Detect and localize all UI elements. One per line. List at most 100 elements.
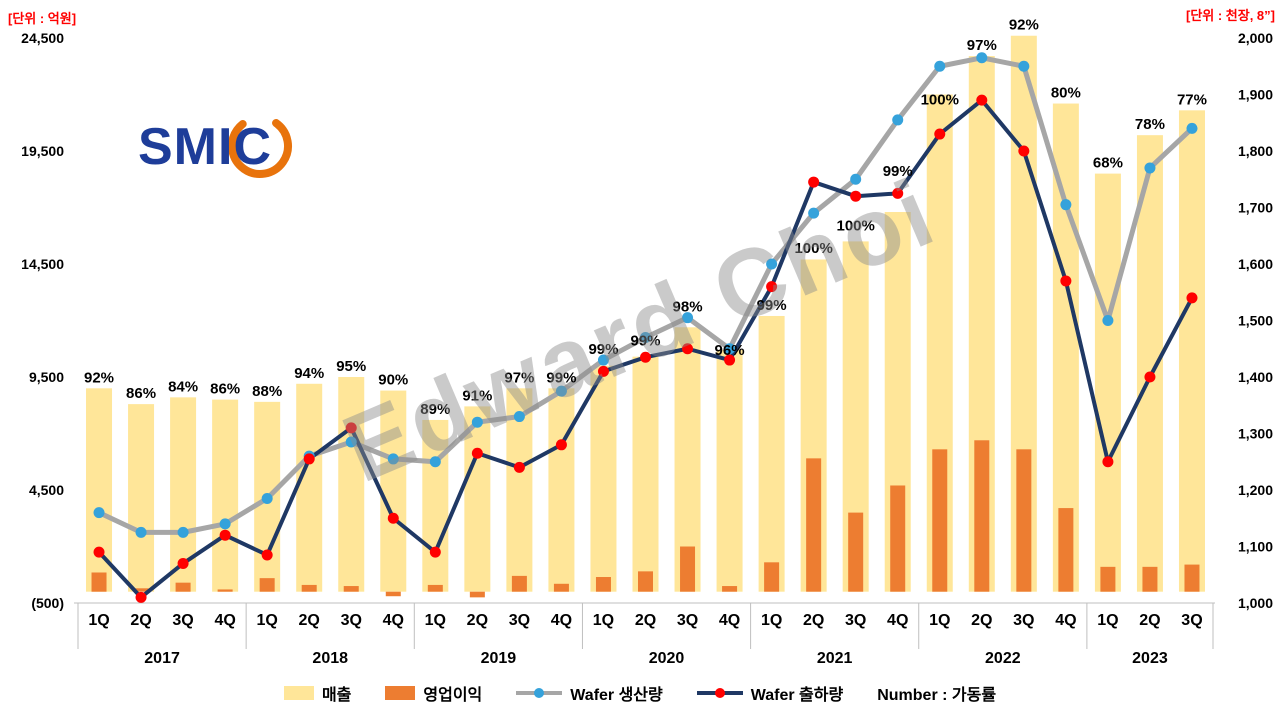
shipment-swatch-icon [696,687,743,699]
operating-profit-bar [511,575,527,592]
revenue-bar [548,388,575,592]
operating-profit-bar [91,572,107,592]
production-point [1186,122,1198,134]
quarter-label: 1Q [593,612,614,629]
legend-item-shipment: Wafer 출하량 [696,681,843,705]
production-swatch-icon [516,687,563,699]
right-axis-unit-label: [단위 : 천장, 8”] [1185,8,1275,23]
revenue-bar [758,315,785,592]
quarter-label: 1Q [761,612,782,629]
utilization-label: 99% [546,369,576,386]
utilization-label: 88% [252,383,282,400]
operating-profit-bar [427,584,443,592]
operating-profit-bar [175,582,191,592]
year-label: 2019 [481,650,517,667]
utilization-label: 77% [1177,91,1207,108]
utilization-label: 99% [630,332,660,349]
revenue-bar [212,399,239,592]
operating-profit-bar [680,546,696,592]
left-axis-tick: 14,500 [21,256,64,272]
chart-legend: 매출 영업이익 Wafer 생산량 Wafer 출하량 Number : 가동률 [0,681,1280,705]
revenue-bar [632,356,659,592]
production-point [1018,60,1030,72]
operating-profit-bar [301,584,317,592]
quarter-label: 1Q [929,612,950,629]
production-point [850,173,862,185]
shipment-point [1144,371,1156,383]
quarter-label: 2Q [130,612,151,629]
shipment-point [513,461,525,473]
revenue-swatch-icon [283,686,314,700]
operating-profit-bar [1184,564,1200,592]
right-axis-tick: 1,700 [1238,200,1273,216]
right-axis-tick: 1,600 [1238,256,1273,272]
revenue-bar [296,383,323,592]
shipment-point [850,190,862,202]
revenue-bar [464,406,491,592]
right-axis-tick: 1,400 [1238,369,1273,385]
legend-label-revenue: 매출 [321,687,352,704]
production-point [766,258,778,270]
production-point [1060,199,1072,211]
right-axis-tick: 2,000 [1238,30,1273,46]
quarter-label: 4Q [214,612,235,629]
shipment-point [1102,456,1114,468]
utilization-label: 80% [1051,85,1081,102]
shipment-point [345,422,357,434]
quarter-label: 3Q [1181,612,1202,629]
shipment-point [808,176,820,188]
quarter-label: 3Q [509,612,530,629]
right-axis-tick: 1,500 [1238,313,1273,329]
legend-note-utilization: Number : 가동률 [877,687,997,704]
smic-logo: SMIC [136,106,351,186]
utilization-label: 97% [967,37,997,54]
utilization-label: 90% [378,372,408,389]
quarter-label: 4Q [1055,612,1076,629]
production-point [513,411,525,423]
legend-item-op-profit: 영업이익 [385,681,482,705]
shipment-point [555,439,567,451]
shipment-point [471,447,483,459]
shipment-point [724,354,736,366]
operating-profit-bar [553,583,569,592]
operating-profit-bar [806,458,822,592]
quarter-label: 1Q [1097,612,1118,629]
utilization-label: 92% [1009,17,1039,34]
production-point [724,343,736,355]
operating-profit-bar [595,577,611,592]
revenue-bar [86,388,113,592]
utilization-label: 100% [794,240,832,257]
left-axis-unit-label: [단위 : 억원] [8,11,77,26]
shipment-point [597,365,609,377]
revenue-bar [338,377,365,592]
left-axis-tick: (500) [31,595,64,611]
operating-profit-bar [722,586,738,592]
revenue-bar [506,388,533,592]
quarter-label: 2Q [635,612,656,629]
right-axis-tick: 1,300 [1238,426,1273,442]
revenue-bar [716,349,743,592]
revenue-bar [1178,110,1205,592]
year-label: 2017 [144,650,180,667]
shipment-point [429,546,441,558]
quarter-label: 3Q [341,612,362,629]
operating-profit-bar [890,485,906,592]
operating-profit-bar [133,588,149,592]
shipment-point [387,512,399,524]
op-profit-swatch-icon [385,686,416,700]
production-point [597,354,609,366]
production-point [808,207,820,219]
quarter-label: 1Q [256,612,277,629]
quarter-label: 2Q [467,612,488,629]
quarter-label: 3Q [172,612,193,629]
shipment-point [177,557,189,569]
production-point [892,114,904,126]
operating-profit-bar [638,571,653,592]
quarter-label: 4Q [887,612,908,629]
production-point [177,526,189,538]
production-point [471,416,483,428]
logo-swoosh-icon [228,114,292,178]
legend-item-revenue: 매출 [283,681,352,705]
shipment-point [135,591,147,603]
operating-profit-bar [1142,566,1158,592]
